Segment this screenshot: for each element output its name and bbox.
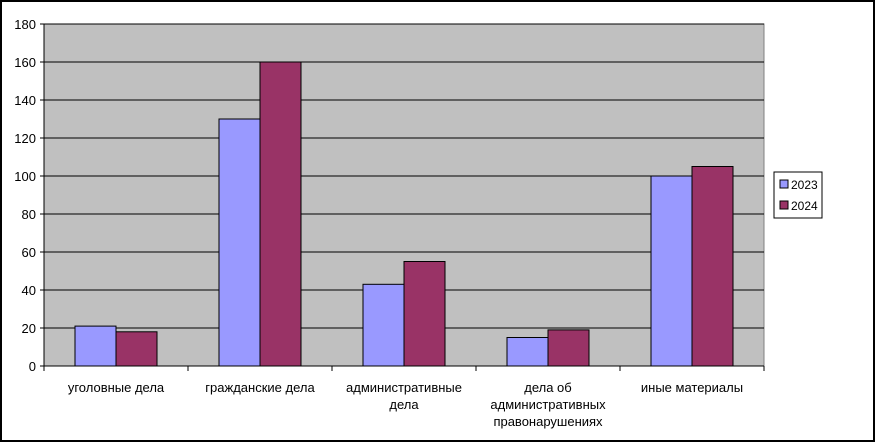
legend-swatch-2023 bbox=[779, 179, 789, 189]
legend: 2023 2024 bbox=[773, 171, 823, 219]
bar-2024-1 bbox=[259, 61, 302, 367]
x-tick-label: дела об административных правонарушениях bbox=[490, 380, 606, 429]
y-tick-label: 120 bbox=[14, 131, 36, 146]
y-tick-label: 160 bbox=[14, 55, 36, 70]
axes bbox=[40, 23, 765, 371]
x-tick-label: административные дела bbox=[346, 380, 462, 412]
legend-box bbox=[773, 171, 823, 219]
x-tick-label: иные материалы bbox=[641, 380, 743, 395]
y-tick-label: 100 bbox=[14, 169, 36, 184]
x-tick-label: уголовные дела bbox=[68, 380, 165, 395]
bar-2024-2 bbox=[403, 261, 446, 367]
y-tick-label: 180 bbox=[14, 17, 36, 32]
legend-label-2024: 2024 bbox=[791, 199, 818, 213]
bar-2023-3 bbox=[506, 337, 549, 367]
bar-2023-2 bbox=[362, 283, 405, 367]
y-tick-label: 40 bbox=[22, 283, 36, 298]
bars bbox=[74, 61, 734, 367]
y-tick-label: 0 bbox=[29, 359, 36, 374]
x-tick-label: гражданские дела bbox=[205, 380, 315, 395]
y-tick-label: 80 bbox=[22, 207, 36, 222]
y-tick-label: 60 bbox=[22, 245, 36, 260]
legend-label-2023: 2023 bbox=[791, 178, 818, 192]
bar-2023-4 bbox=[650, 175, 693, 367]
bar-2023-1 bbox=[218, 118, 261, 367]
bar-2024-3 bbox=[547, 329, 590, 367]
x-tick-labels: уголовные дела гражданские дела администра… bbox=[68, 380, 743, 429]
legend-swatch-2024 bbox=[779, 200, 789, 210]
y-tick-labels: 0 20 40 60 80 100 120 140 160 180 bbox=[14, 17, 36, 374]
bar-2024-4 bbox=[691, 166, 734, 367]
bar-2024-0 bbox=[115, 331, 158, 367]
y-tick-label: 140 bbox=[14, 93, 36, 108]
y-tick-label: 20 bbox=[22, 321, 36, 336]
bar-2023-0 bbox=[74, 325, 117, 367]
